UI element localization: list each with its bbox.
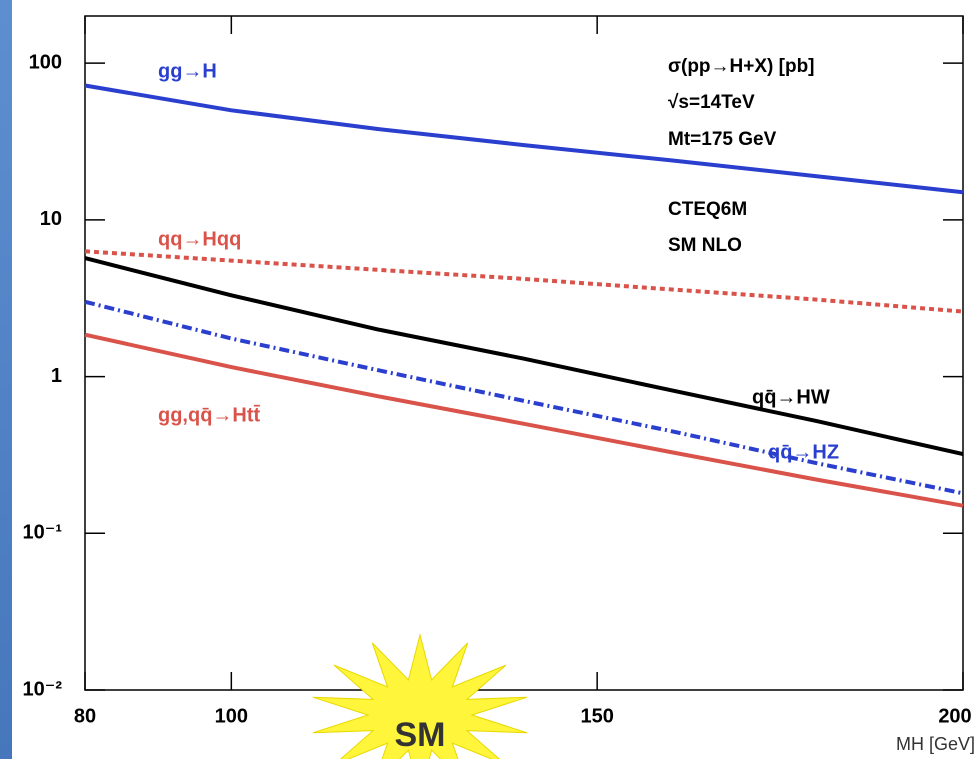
y-tick-label: 1: [51, 365, 62, 387]
badge-label: SM: [395, 716, 446, 754]
chart: 10⁻² 10⁻¹ 1 10 100 80 100 150 200 MH [GeV] gg→H qq→…: [0, 0, 979, 759]
annotation: SM NLO: [668, 235, 742, 256]
annotation: √s=14TeV: [668, 92, 755, 113]
series-label: qq→Hqq: [158, 228, 241, 250]
x-tick-label: 200: [938, 705, 971, 727]
series-label: qq̄→HZ: [768, 441, 839, 463]
plot-panel: [12, 0, 979, 759]
y-tick-label: 100: [29, 51, 62, 73]
y-tick-label: 10: [40, 208, 62, 230]
x-tick-label: 150: [580, 705, 613, 727]
annotation: Mt=175 GeV: [668, 129, 777, 150]
y-tick-label: 10⁻²: [23, 678, 63, 700]
x-tick-label: 80: [74, 705, 96, 727]
page: {"chart_data": { "type": "line", "log_y"…: [0, 0, 979, 759]
annotation: σ(pp→H+X) [pb]: [668, 56, 815, 77]
series-label: gg,qq̄→Htt̄: [158, 404, 261, 426]
x-axis-label: MH [GeV]: [896, 734, 975, 754]
annotation: CTEQ6M: [668, 199, 747, 220]
series-label: gg→H: [158, 60, 217, 82]
y-tick-label: 10⁻¹: [23, 522, 63, 544]
x-tick-label: 100: [215, 705, 248, 727]
series-label: qq̄→HW: [752, 386, 830, 408]
